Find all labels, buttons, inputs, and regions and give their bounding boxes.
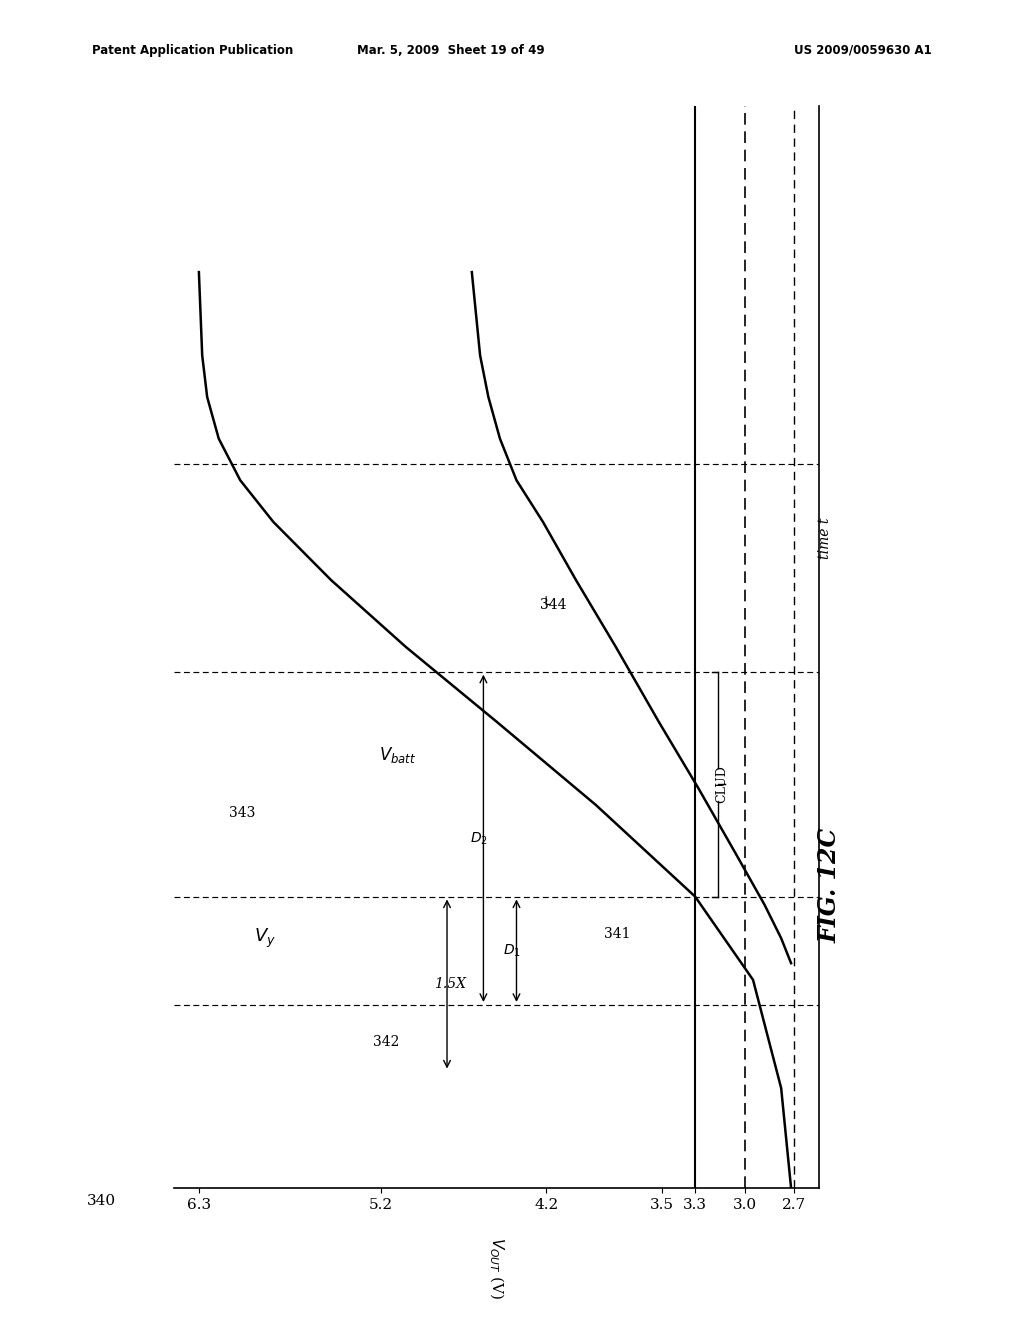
Text: Mar. 5, 2009  Sheet 19 of 49: Mar. 5, 2009 Sheet 19 of 49 xyxy=(356,44,545,57)
X-axis label: $V_{OUT}$ (V): $V_{OUT}$ (V) xyxy=(487,1237,506,1299)
Text: 1.5X: 1.5X xyxy=(434,977,466,991)
Text: 343: 343 xyxy=(228,807,255,820)
Text: 344: 344 xyxy=(540,598,566,612)
Text: time t: time t xyxy=(817,517,831,560)
Text: 341: 341 xyxy=(604,927,631,941)
Text: US 2009/0059630 A1: US 2009/0059630 A1 xyxy=(794,44,932,57)
Text: Patent Application Publication: Patent Application Publication xyxy=(92,44,294,57)
Text: $D_1$: $D_1$ xyxy=(503,942,521,958)
Text: 342: 342 xyxy=(373,1035,399,1049)
Text: FIG. 12C: FIG. 12C xyxy=(817,828,842,942)
Text: $D_2$: $D_2$ xyxy=(470,830,488,846)
Text: $V_{batt}$: $V_{batt}$ xyxy=(379,744,416,766)
Text: CLUD: CLUD xyxy=(715,766,728,803)
Text: $V_y$: $V_y$ xyxy=(254,927,276,950)
Text: 340: 340 xyxy=(87,1193,116,1208)
Text: └: └ xyxy=(542,598,550,612)
